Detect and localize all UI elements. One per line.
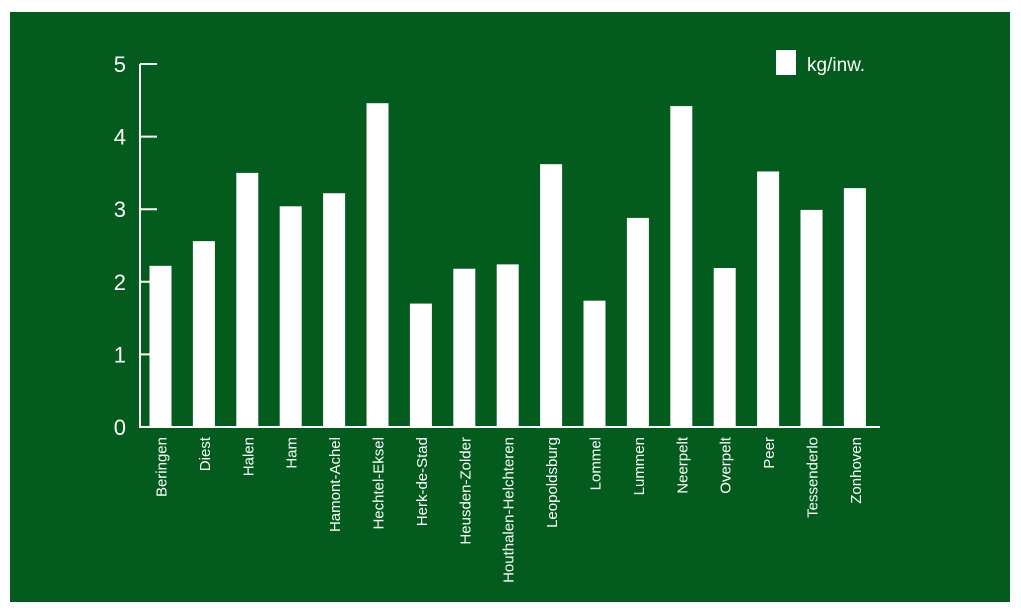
bar-hechtel-eksel bbox=[366, 103, 389, 427]
y-tick-label: 5 bbox=[114, 52, 126, 77]
x-tick-label: Ham bbox=[284, 437, 301, 469]
y-tick-label: 1 bbox=[114, 342, 126, 367]
x-tick-label: Overpelt bbox=[718, 436, 735, 494]
bars bbox=[149, 103, 866, 428]
bar-overpelt bbox=[713, 268, 736, 427]
bar-diest bbox=[192, 241, 215, 427]
x-tick-label: Hamont-Achel bbox=[327, 437, 344, 532]
bar-houthalen-helchteren bbox=[496, 264, 519, 427]
y-tick-label: 0 bbox=[114, 415, 126, 440]
x-tick-label: Houthalen-Helchteren bbox=[501, 437, 518, 583]
legend: kg/inw. bbox=[776, 50, 865, 76]
bar-lummen bbox=[626, 217, 649, 427]
x-tick-label: Leopoldsburg bbox=[544, 437, 561, 528]
bar-halen bbox=[236, 172, 259, 427]
x-tick-label: Tessenderlo bbox=[805, 437, 822, 518]
x-tick-label: Diest bbox=[197, 436, 214, 471]
legend-swatch bbox=[776, 50, 796, 75]
x-tick-label: Hechtel-Eksel bbox=[371, 437, 388, 530]
bar-beringen bbox=[149, 265, 172, 427]
bar-peer bbox=[757, 171, 780, 427]
bar-zonhoven bbox=[843, 188, 866, 427]
y-axis: 0 1 2 3 4 5 bbox=[114, 52, 157, 440]
x-tick-label: Herk-de-Stad bbox=[414, 437, 431, 526]
x-tick-label: Peer bbox=[761, 437, 778, 469]
x-tick-label: Neerpelt bbox=[674, 436, 691, 494]
x-tick-label: Lummen bbox=[631, 437, 648, 495]
bar-tessenderlo bbox=[800, 209, 823, 427]
bar-leopoldsburg bbox=[540, 164, 563, 428]
x-tick-label: Beringen bbox=[154, 437, 171, 497]
y-tick-label: 4 bbox=[114, 125, 126, 150]
bar-hamont-achel bbox=[323, 193, 346, 427]
bar-heusden-zolder bbox=[453, 268, 476, 427]
bar-herk-de-stad bbox=[409, 303, 432, 427]
x-tick-label: Halen bbox=[240, 437, 257, 476]
x-tick-label: Zonhoven bbox=[848, 437, 865, 504]
y-tick-label: 2 bbox=[114, 270, 126, 295]
bar-ham bbox=[279, 206, 302, 427]
legend-label: kg/inw. bbox=[807, 55, 865, 76]
x-axis: Beringen Diest Halen Ham Hamont-Achel Hechtel… bbox=[139, 426, 880, 583]
bar-neerpelt bbox=[670, 106, 693, 427]
y-tick-label: 3 bbox=[114, 197, 126, 222]
x-tick-label: Lommel bbox=[588, 437, 605, 490]
bar-lommel bbox=[583, 300, 606, 427]
x-tick-label: Heusden-Zolder bbox=[457, 437, 474, 545]
